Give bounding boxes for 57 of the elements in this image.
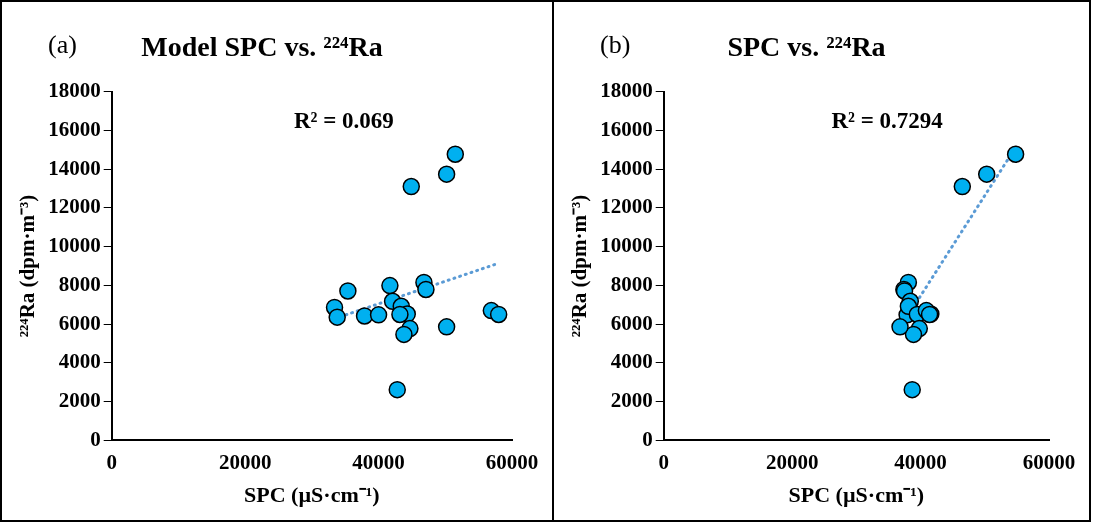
- y-tick-label: 8000: [58, 271, 101, 296]
- y-tick-label: 4000: [58, 349, 101, 374]
- annotation: R² = 0.069: [293, 107, 394, 133]
- y-tick-label: 10000: [48, 233, 101, 258]
- point: [437, 318, 456, 336]
- point: [1006, 145, 1025, 163]
- point: [417, 280, 435, 299]
- y-axis-title: ²²⁴Ra (dpm·m⁻³): [567, 194, 592, 338]
- y-tick-label: 0: [90, 426, 101, 451]
- y-tick-label: 6000: [610, 310, 653, 335]
- x-tick-label: 60000: [1022, 450, 1076, 475]
- point: [489, 305, 508, 324]
- point: [446, 145, 465, 163]
- point: [388, 380, 406, 399]
- point: [437, 165, 456, 183]
- y-tick-label: 18000: [600, 78, 653, 103]
- point: [891, 318, 909, 336]
- point: [904, 325, 923, 344]
- y-tick-label: 16000: [48, 116, 101, 141]
- point: [977, 165, 996, 183]
- x-tick-label: 40000: [352, 450, 405, 475]
- y-tick-label: 6000: [58, 310, 101, 335]
- point: [339, 282, 357, 300]
- y-tick-label: 2000: [610, 388, 653, 413]
- x-tick-label: 40000: [894, 450, 947, 475]
- point: [391, 305, 409, 324]
- annotation: R² = 0.7294: [831, 107, 944, 133]
- y-tick-label: 14000: [600, 155, 653, 180]
- y-tick-label: 2000: [58, 388, 101, 413]
- y-tick-label: 8000: [610, 271, 653, 296]
- point: [369, 306, 388, 324]
- x-tick-label: 0: [658, 450, 669, 475]
- y-tick-label: 12000: [48, 194, 101, 219]
- x-axis-title: SPC (µS·cm⁻¹): [244, 482, 380, 508]
- point: [903, 380, 921, 399]
- y-tick-label: 12000: [600, 194, 653, 219]
- y-tick-label: 4000: [610, 349, 653, 374]
- point: [381, 276, 399, 295]
- text: (a): [48, 29, 77, 59]
- x-axis-title: SPC (µS·cm⁻¹): [788, 482, 925, 508]
- x-tick-label: 20000: [765, 450, 819, 475]
- x-tick-label: 0: [106, 450, 117, 475]
- text: (b): [600, 29, 631, 59]
- chart-title: SPC vs. ²²⁴Ra: [727, 31, 886, 63]
- y-tick-label: 0: [642, 426, 653, 451]
- y-axis-title: ²²⁴Ra (dpm·m⁻³): [15, 194, 40, 338]
- point: [328, 308, 346, 326]
- y-tick-label: 18000: [48, 78, 101, 103]
- point: [402, 177, 421, 196]
- x-tick-label: 60000: [485, 450, 539, 475]
- chart-title: Model SPC vs. ²²⁴Ra: [141, 31, 383, 63]
- x-tick-label: 20000: [218, 450, 272, 475]
- y-tick-label: 14000: [48, 155, 101, 180]
- y-tick-label: 16000: [600, 116, 653, 141]
- point: [953, 177, 972, 196]
- point: [395, 325, 413, 344]
- y-tick-label: 10000: [600, 233, 653, 258]
